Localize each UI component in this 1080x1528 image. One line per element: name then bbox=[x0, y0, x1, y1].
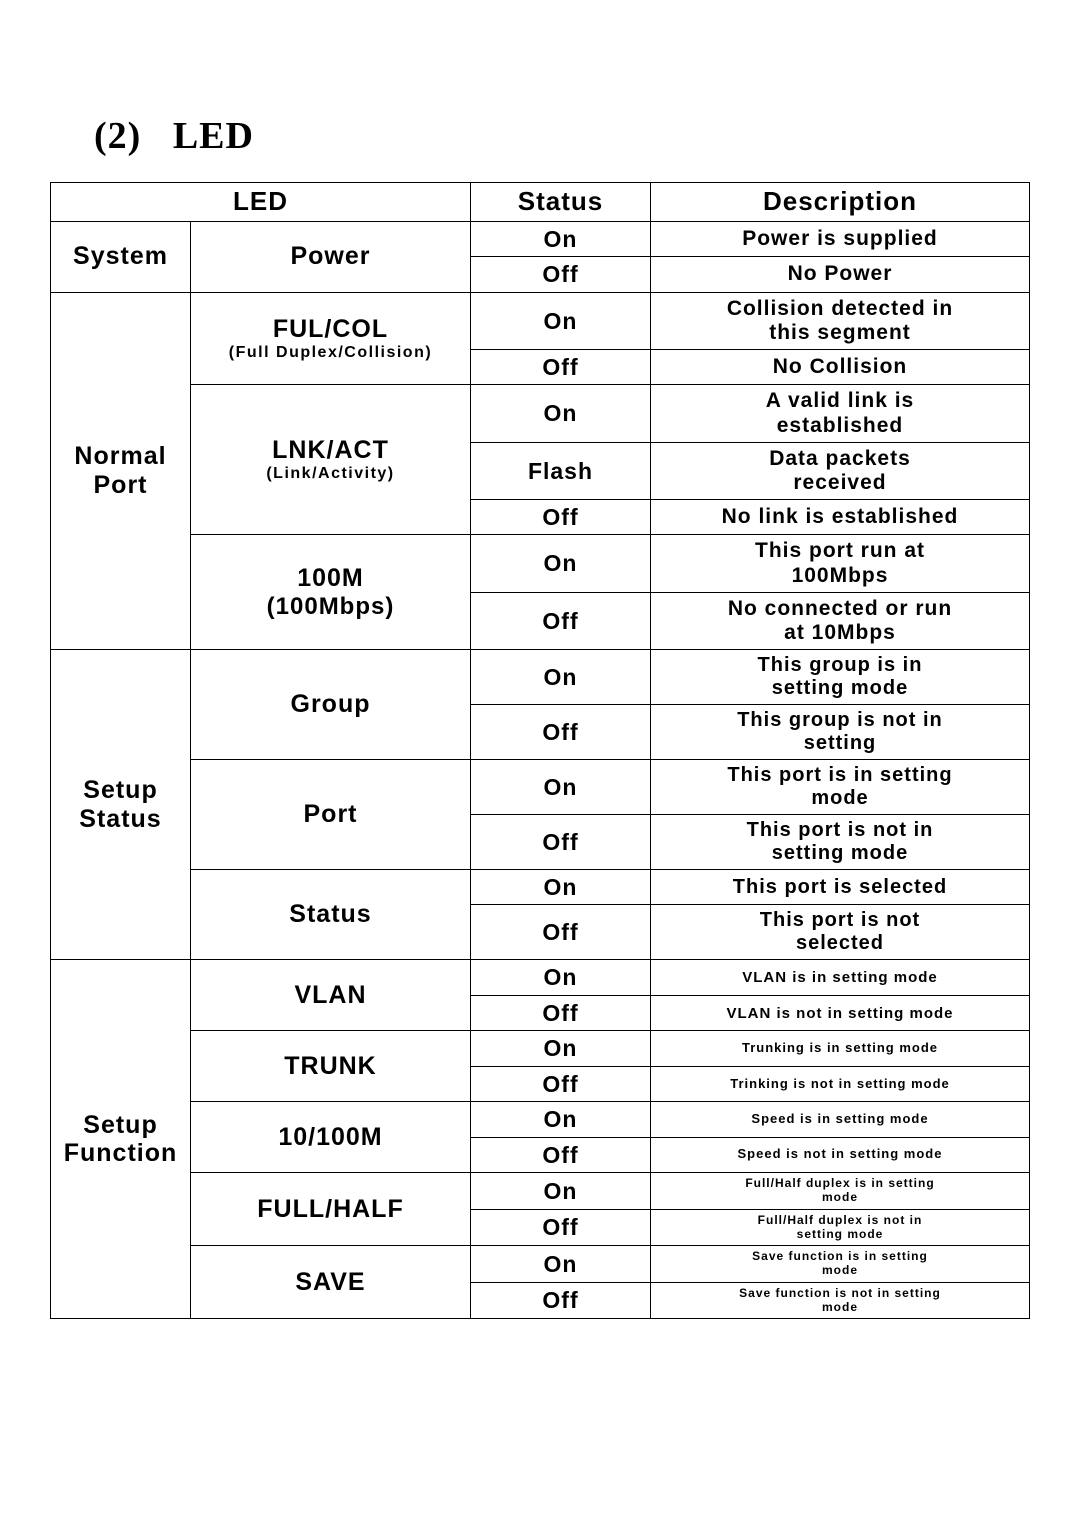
status-cell: Off bbox=[471, 995, 651, 1030]
desc-cell: Trunking is in setting mode bbox=[651, 1031, 1030, 1066]
desc-cell: Collision detected inthis segment bbox=[651, 292, 1030, 349]
led-normal_port-2: 100M(100Mbps) bbox=[191, 535, 471, 650]
status-cell: On bbox=[471, 1173, 651, 1210]
header-led: LED bbox=[51, 183, 471, 222]
status-cell: Off bbox=[471, 705, 651, 760]
status-cell: On bbox=[471, 650, 651, 705]
category-setup_status: SetupStatus bbox=[51, 650, 191, 960]
desc-cell: This port is in settingmode bbox=[651, 760, 1030, 815]
desc-cell: No Power bbox=[651, 257, 1030, 292]
status-cell: On bbox=[471, 1102, 651, 1137]
status-cell: Off bbox=[471, 257, 651, 292]
status-cell: Off bbox=[471, 1209, 651, 1246]
category-setup_function: SetupFunction bbox=[51, 960, 191, 1319]
category-normal_port: NormalPort bbox=[51, 292, 191, 649]
desc-cell: Power is supplied bbox=[651, 221, 1030, 256]
status-cell: Off bbox=[471, 500, 651, 535]
status-cell: On bbox=[471, 385, 651, 442]
category-system: System bbox=[51, 221, 191, 292]
status-cell: Flash bbox=[471, 442, 651, 499]
led-setup_function-3: FULL/HALF bbox=[191, 1173, 471, 1246]
status-cell: On bbox=[471, 870, 651, 905]
desc-cell: Speed is in setting mode bbox=[651, 1102, 1030, 1137]
led-setup_function-0: VLAN bbox=[191, 960, 471, 1031]
status-cell: On bbox=[471, 292, 651, 349]
desc-cell: This group is insetting mode bbox=[651, 650, 1030, 705]
header-status: Status bbox=[471, 183, 651, 222]
status-cell: Off bbox=[471, 592, 651, 649]
status-cell: Off bbox=[471, 1066, 651, 1101]
status-cell: On bbox=[471, 960, 651, 995]
status-cell: Off bbox=[471, 350, 651, 385]
heading-text: LED bbox=[173, 115, 254, 157]
section-heading: (2) LED bbox=[94, 114, 1030, 158]
desc-cell: No link is established bbox=[651, 500, 1030, 535]
status-cell: Off bbox=[471, 815, 651, 870]
status-cell: On bbox=[471, 1031, 651, 1066]
desc-cell: Full/Half duplex is in settingmode bbox=[651, 1173, 1030, 1210]
led-setup_function-4: SAVE bbox=[191, 1246, 471, 1319]
desc-cell: No Collision bbox=[651, 350, 1030, 385]
desc-cell: Speed is not in setting mode bbox=[651, 1137, 1030, 1172]
desc-cell: This port is selected bbox=[651, 870, 1030, 905]
desc-cell: A valid link isestablished bbox=[651, 385, 1030, 442]
status-cell: Off bbox=[471, 1137, 651, 1172]
led-table: LEDStatusDescriptionSystemPowerOnPower i… bbox=[50, 182, 1030, 1319]
status-cell: On bbox=[471, 221, 651, 256]
desc-cell: VLAN is in setting mode bbox=[651, 960, 1030, 995]
desc-cell: Save function is in settingmode bbox=[651, 1246, 1030, 1283]
status-cell: On bbox=[471, 760, 651, 815]
led-setup_status-1: Port bbox=[191, 760, 471, 870]
desc-cell: No connected or runat 10Mbps bbox=[651, 592, 1030, 649]
status-cell: On bbox=[471, 535, 651, 592]
led-system-0: Power bbox=[191, 221, 471, 292]
desc-cell: Full/Half duplex is not insetting mode bbox=[651, 1209, 1030, 1246]
led-normal_port-0: FUL/COL(Full Duplex/Collision) bbox=[191, 292, 471, 385]
desc-cell: This port is notselected bbox=[651, 905, 1030, 960]
heading-prefix: (2) bbox=[94, 115, 141, 157]
desc-cell: VLAN is not in setting mode bbox=[651, 995, 1030, 1030]
led-setup_status-0: Group bbox=[191, 650, 471, 760]
desc-cell: Save function is not in settingmode bbox=[651, 1282, 1030, 1319]
status-cell: On bbox=[471, 1246, 651, 1283]
desc-cell: This group is not insetting bbox=[651, 705, 1030, 760]
desc-cell: Trinking is not in setting mode bbox=[651, 1066, 1030, 1101]
status-cell: Off bbox=[471, 905, 651, 960]
led-setup_status-2: Status bbox=[191, 870, 471, 960]
desc-cell: This port run at100Mbps bbox=[651, 535, 1030, 592]
led-setup_function-1: TRUNK bbox=[191, 1031, 471, 1102]
led-setup_function-2: 10/100M bbox=[191, 1102, 471, 1173]
header-description: Description bbox=[651, 183, 1030, 222]
desc-cell: This port is not insetting mode bbox=[651, 815, 1030, 870]
led-normal_port-1: LNK/ACT(Link/Activity) bbox=[191, 385, 471, 535]
desc-cell: Data packetsreceived bbox=[651, 442, 1030, 499]
status-cell: Off bbox=[471, 1282, 651, 1319]
